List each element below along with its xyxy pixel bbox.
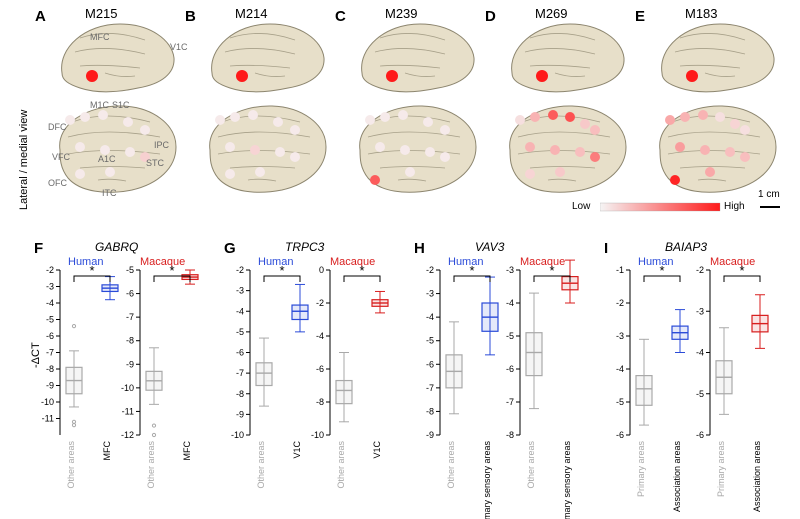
svg-text:-6: -6: [126, 289, 134, 299]
svg-text:-4: -4: [236, 306, 244, 316]
svg-text:-9: -9: [426, 430, 434, 440]
svg-text:Other areas: Other areas: [256, 441, 266, 489]
svg-text:-2: -2: [316, 298, 324, 308]
svg-text:V1C: V1C: [292, 441, 302, 459]
svg-text:Other areas: Other areas: [66, 441, 76, 489]
svg-text:-5: -5: [126, 265, 134, 275]
svg-text:*: *: [659, 263, 664, 278]
svg-text:-6: -6: [426, 359, 434, 369]
svg-text:-5: -5: [236, 327, 244, 337]
svg-text:-3: -3: [236, 286, 244, 296]
svg-text:-2: -2: [616, 298, 624, 308]
svg-text:V1C: V1C: [372, 441, 382, 459]
svg-text:-7: -7: [506, 397, 514, 407]
svg-text:-10: -10: [231, 430, 244, 440]
svg-text:-3: -3: [426, 289, 434, 299]
svg-text:-6: -6: [506, 364, 514, 374]
svg-text:-4: -4: [46, 298, 54, 308]
svg-text:*: *: [469, 263, 474, 278]
svg-text:-6: -6: [616, 430, 624, 440]
svg-text:-10: -10: [311, 430, 324, 440]
svg-text:-8: -8: [236, 389, 244, 399]
svg-text:-11: -11: [42, 414, 54, 424]
svg-text:Primary areas: Primary areas: [716, 441, 726, 498]
svg-text:-6: -6: [316, 364, 324, 374]
svg-text:-3: -3: [616, 331, 624, 341]
svg-text:-6: -6: [46, 331, 54, 341]
svg-text:-2: -2: [426, 265, 434, 275]
svg-text:-5: -5: [46, 315, 54, 325]
svg-text:-3: -3: [46, 282, 54, 292]
svg-text:Primary areas: Primary areas: [636, 441, 646, 498]
svg-text:-4: -4: [316, 331, 324, 341]
svg-text:-7: -7: [236, 368, 244, 378]
svg-text:-8: -8: [316, 397, 324, 407]
svg-text:-5: -5: [696, 389, 704, 399]
svg-text:-6: -6: [236, 348, 244, 358]
svg-text:MFC: MFC: [182, 441, 192, 461]
svg-text:-4: -4: [426, 312, 434, 322]
svg-text:-8: -8: [426, 406, 434, 416]
svg-text:*: *: [169, 263, 174, 278]
svg-text:MFC: MFC: [102, 441, 112, 461]
svg-text:Primary sensory areas: Primary sensory areas: [562, 441, 572, 519]
svg-text:Other areas: Other areas: [336, 441, 346, 489]
svg-text:Association areas: Association areas: [752, 441, 762, 513]
svg-text:*: *: [359, 263, 364, 278]
svg-text:-7: -7: [126, 312, 134, 322]
svg-text:-8: -8: [126, 336, 134, 346]
svg-text:-8: -8: [506, 430, 514, 440]
svg-text:Other areas: Other areas: [526, 441, 536, 489]
svg-text:-9: -9: [46, 381, 54, 391]
svg-text:-11: -11: [122, 406, 134, 416]
svg-text:-5: -5: [506, 331, 514, 341]
svg-text:-2: -2: [236, 265, 244, 275]
svg-text:-8: -8: [46, 364, 54, 374]
svg-text:-5: -5: [616, 397, 624, 407]
svg-text:*: *: [739, 263, 744, 278]
svg-text:-7: -7: [426, 383, 434, 393]
svg-text:-1: -1: [616, 265, 624, 275]
svg-text:-10: -10: [41, 397, 54, 407]
svg-text:-4: -4: [506, 298, 514, 308]
svg-text:-10: -10: [121, 383, 134, 393]
svg-text:*: *: [279, 263, 284, 278]
svg-text:-6: -6: [696, 430, 704, 440]
svg-text:Other areas: Other areas: [446, 441, 456, 489]
svg-text:-4: -4: [696, 348, 704, 358]
svg-text:-5: -5: [426, 336, 434, 346]
svg-text:0: 0: [319, 265, 324, 275]
svg-text:Other areas: Other areas: [146, 441, 156, 489]
svg-text:-2: -2: [46, 265, 54, 275]
svg-text:-9: -9: [236, 409, 244, 419]
svg-text:-3: -3: [506, 265, 514, 275]
svg-text:*: *: [89, 263, 94, 278]
svg-text:-3: -3: [696, 306, 704, 316]
svg-text:-2: -2: [696, 265, 704, 275]
svg-text:-4: -4: [616, 364, 624, 374]
svg-text:-7: -7: [46, 348, 54, 358]
svg-text:Primary sensory areas: Primary sensory areas: [482, 441, 492, 519]
svg-text:-12: -12: [121, 430, 134, 440]
svg-text:*: *: [549, 263, 554, 278]
svg-text:-9: -9: [126, 359, 134, 369]
svg-text:Association areas: Association areas: [672, 441, 682, 513]
